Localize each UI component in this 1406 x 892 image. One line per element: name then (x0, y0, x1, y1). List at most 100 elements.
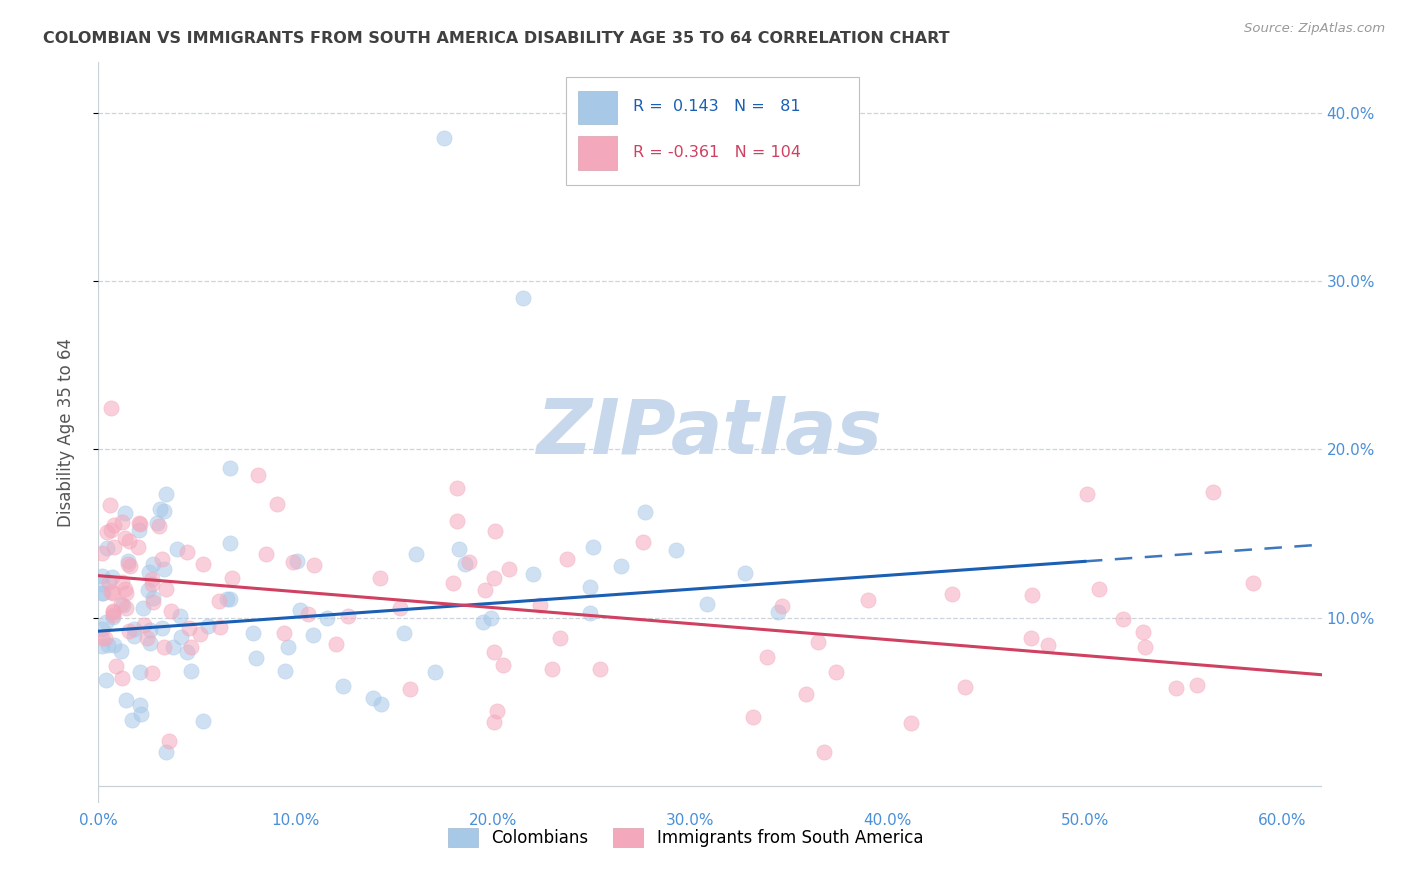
Point (498, 562, 520, 576)
Point (484, 524, 506, 538)
Point (153, 561, 176, 575)
Point (122, 629, 145, 643)
Point (188, 627, 211, 641)
Point (103, 605, 125, 619)
Point (399, 681, 422, 696)
Point (100, 401, 122, 415)
Point (474, 582, 496, 597)
Point (166, 542, 188, 557)
Point (97, 638, 120, 652)
Point (110, 597, 132, 611)
Point (290, 603, 312, 617)
Text: R = -0.361   N = 104: R = -0.361 N = 104 (633, 145, 801, 160)
Point (485, 704, 508, 718)
Point (128, 516, 150, 531)
Point (215, 591, 238, 606)
Point (441, 576, 464, 591)
Point (155, 486, 177, 500)
Point (169, 630, 191, 644)
Point (129, 665, 152, 679)
Point (1241, 576, 1264, 591)
Point (770, 599, 793, 613)
Point (118, 533, 141, 548)
Point (91, 585, 114, 599)
Point (101, 604, 124, 618)
Point (162, 640, 184, 654)
Point (153, 504, 176, 518)
Point (588, 662, 610, 676)
Point (111, 671, 134, 685)
Point (152, 640, 174, 654)
Point (529, 598, 551, 612)
Point (103, 518, 125, 533)
Point (148, 519, 170, 533)
Point (512, 291, 534, 305)
Point (579, 580, 602, 594)
Point (112, 598, 135, 612)
Point (856, 593, 879, 607)
Point (150, 621, 173, 635)
Point (191, 714, 214, 728)
Point (91, 639, 114, 653)
Point (96, 673, 118, 687)
Point (433, 131, 456, 145)
Point (388, 600, 411, 615)
Point (208, 620, 231, 634)
Point (392, 626, 415, 640)
Point (1132, 625, 1154, 640)
Point (218, 461, 240, 475)
Point (197, 619, 219, 633)
Point (118, 559, 141, 574)
Point (101, 570, 124, 584)
Point (1111, 612, 1133, 626)
Point (103, 638, 125, 652)
Point (285, 554, 308, 568)
Point (142, 591, 165, 605)
Point (458, 556, 481, 570)
Point (94, 631, 117, 645)
Point (129, 706, 152, 721)
Point (91, 569, 114, 583)
Point (1187, 678, 1209, 692)
Point (138, 565, 160, 579)
Point (332, 679, 354, 693)
Point (100, 523, 122, 537)
Point (103, 540, 125, 554)
Point (540, 662, 562, 676)
Point (446, 481, 468, 495)
Point (277, 640, 299, 655)
Point (361, 690, 384, 705)
Point (482, 571, 505, 585)
Point (1166, 681, 1188, 695)
Point (208, 593, 231, 607)
Point (141, 665, 163, 680)
Point (145, 516, 167, 530)
Point (447, 542, 470, 557)
Point (609, 559, 631, 574)
Point (316, 611, 339, 625)
Point (96, 524, 118, 539)
Point (94, 615, 117, 629)
Point (169, 608, 191, 623)
Point (446, 514, 468, 528)
Point (813, 745, 835, 759)
Point (149, 502, 172, 516)
Point (245, 650, 267, 665)
Point (139, 636, 162, 650)
Point (281, 555, 304, 569)
Point (696, 597, 718, 611)
Point (142, 558, 165, 572)
Point (122, 622, 145, 636)
Point (336, 608, 359, 623)
Point (91, 622, 114, 636)
Point (141, 577, 163, 591)
Point (101, 586, 124, 600)
Point (114, 506, 136, 520)
Point (665, 542, 688, 557)
Point (247, 467, 270, 482)
Point (1021, 588, 1043, 602)
Point (129, 698, 152, 712)
Point (482, 645, 505, 659)
Point (1202, 484, 1225, 499)
Point (273, 626, 295, 640)
